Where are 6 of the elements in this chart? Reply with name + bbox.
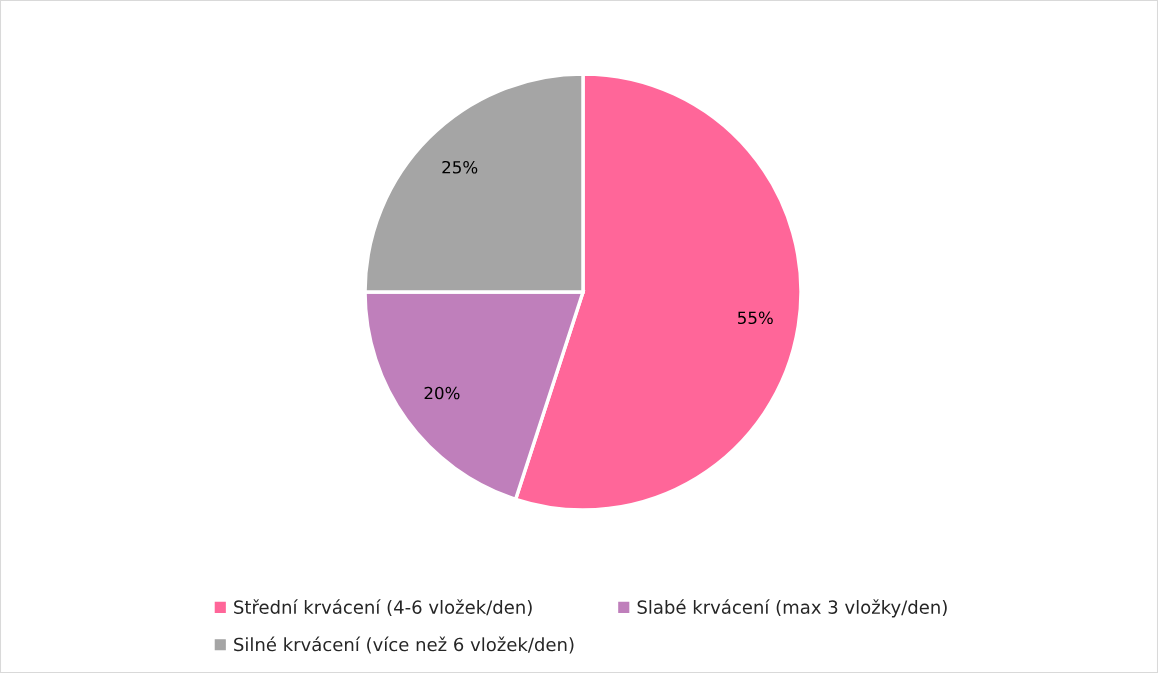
legend-label: Silné krvácení (více než 6 vložek/den) bbox=[234, 636, 574, 654]
data-label: 55% bbox=[738, 311, 773, 325]
legend-label: Slabé krvácení (max 3 vložky/den) bbox=[637, 599, 947, 618]
legend-label: Střední krvácení (4-6 vložek/den) bbox=[234, 599, 532, 617]
data-label: 25% bbox=[442, 160, 478, 174]
data-label: 20% bbox=[424, 386, 460, 400]
